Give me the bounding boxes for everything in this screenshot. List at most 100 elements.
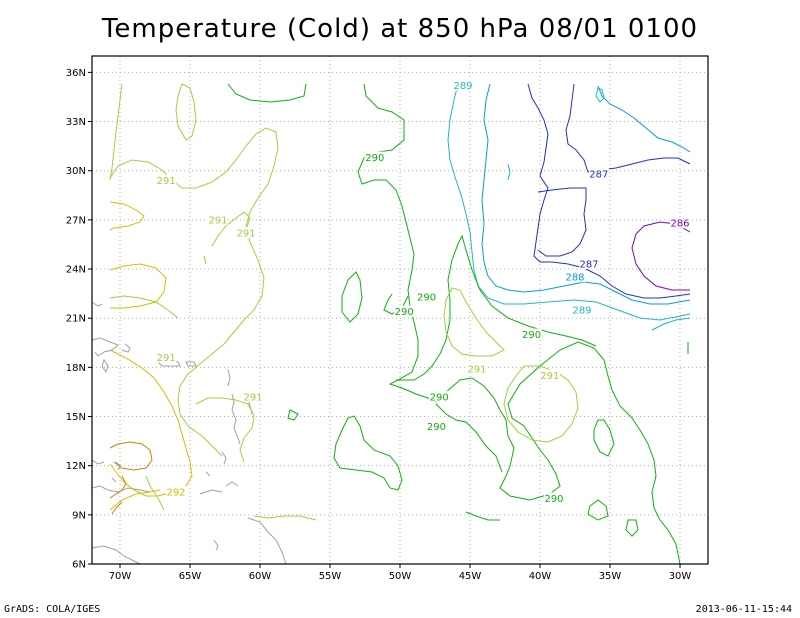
contour-line	[396, 234, 597, 381]
x-tick-label: 60W	[249, 571, 272, 582]
contour-label-bg	[394, 305, 415, 317]
y-tick-label: 12N	[66, 461, 86, 472]
y-tick-label: 6N	[72, 560, 86, 571]
contour-line	[109, 83, 123, 181]
contour-line	[109, 489, 161, 511]
contour-line	[595, 87, 605, 103]
contour-label-bg	[156, 351, 177, 363]
contour-label-bg	[166, 485, 186, 497]
y-tick-label: 33N	[66, 117, 86, 128]
contour-label: 288	[565, 273, 584, 284]
contour-line	[109, 349, 193, 497]
y-tick-label: 36N	[66, 68, 86, 79]
contour-label: 287	[579, 260, 598, 271]
footer-timestamp: 2013-06-11-15:44	[695, 604, 792, 615]
contour-line	[593, 419, 615, 457]
contour-line	[465, 511, 500, 521]
contour-label: 290	[417, 292, 436, 303]
contour-line	[333, 415, 403, 491]
x-tick-label: 50W	[389, 571, 412, 582]
y-tick-label: 30N	[66, 166, 86, 177]
contour-line	[443, 287, 505, 357]
contour-label-bg	[544, 492, 564, 504]
contour-line	[109, 475, 127, 499]
contour-label: 290	[365, 153, 384, 164]
coastline	[225, 481, 239, 487]
contour-label: 292	[166, 487, 185, 498]
coastline	[213, 539, 219, 551]
contour-line	[587, 499, 609, 521]
contour-label-bg	[243, 390, 263, 402]
contour-line	[631, 221, 691, 291]
contour-line	[227, 83, 307, 103]
contour-label: 287	[589, 169, 608, 180]
contour-label-bg	[588, 167, 609, 179]
contour-line	[287, 409, 299, 421]
contour-label-bg	[429, 390, 450, 402]
contour-lines	[109, 83, 691, 565]
contour-line	[625, 519, 639, 537]
contour-line	[109, 295, 179, 319]
contour-label: 289	[572, 306, 591, 317]
coastline	[221, 451, 227, 465]
contour-line	[253, 515, 317, 521]
y-tick-label: 27N	[66, 215, 86, 226]
coastlines	[91, 301, 287, 565]
footer-credit: GrADS: COLA/IGES	[4, 604, 101, 615]
y-tick-label: 9N	[72, 510, 86, 521]
contour-label: 290	[427, 422, 446, 433]
contour-label-bg	[236, 226, 256, 238]
contour-label: 291	[157, 353, 176, 364]
contour-label: 291	[467, 364, 486, 375]
contour-line	[481, 83, 691, 305]
contour-line	[341, 271, 363, 323]
coastline	[101, 358, 109, 374]
contour-label-bg	[364, 151, 385, 163]
contour-line	[565, 83, 691, 173]
contour-label-bg	[539, 369, 560, 381]
contour-label: 286	[670, 219, 689, 230]
contour-label: 291	[208, 215, 227, 226]
contour-label: 291	[157, 176, 176, 187]
coastline	[91, 545, 141, 565]
coastline	[205, 471, 211, 477]
contour-line	[109, 201, 145, 231]
x-tick-label: 30W	[669, 571, 692, 582]
contour-label: 291	[243, 392, 262, 403]
y-tick-label: 18N	[66, 363, 86, 374]
y-tick-label: 15N	[66, 412, 86, 423]
contour-line	[503, 365, 579, 443]
contour-label-bg	[156, 174, 177, 186]
contour-label-bg	[579, 258, 599, 270]
contour-line	[195, 397, 255, 463]
contour-line	[175, 83, 197, 141]
contour-label: 290	[430, 392, 449, 403]
x-tick-label: 35W	[599, 571, 622, 582]
contour-label-bg	[208, 213, 228, 225]
contour-line	[111, 501, 123, 515]
chart-title: Temperature (Cold) at 850 hPa 08/01 0100	[101, 14, 699, 44]
x-tick-label: 40W	[529, 571, 552, 582]
contour-line	[527, 83, 691, 299]
contour-label-bg	[426, 420, 447, 432]
contour-line	[109, 127, 279, 457]
coastline	[91, 337, 119, 357]
contour-label-bg	[416, 290, 437, 302]
y-tick-label: 21N	[66, 314, 86, 325]
axes: 70W 65W 60W 55W 50W 45W 40W 35W 30W 6N 9N 12N 15N 18N…	[66, 68, 692, 582]
coastline	[91, 301, 103, 307]
coastline	[199, 489, 223, 495]
x-tick-label: 45W	[459, 571, 482, 582]
contour-label: 290	[522, 330, 541, 341]
contour-line	[109, 263, 167, 309]
contour-line	[651, 317, 691, 331]
coastline	[247, 517, 287, 565]
contour-label: 290	[544, 494, 563, 505]
contour-line	[597, 85, 691, 153]
contour-line	[357, 83, 681, 565]
plot-frame	[91, 55, 709, 565]
contour-line	[145, 475, 165, 511]
contour-line	[537, 187, 587, 257]
x-tick-label: 65W	[179, 571, 202, 582]
